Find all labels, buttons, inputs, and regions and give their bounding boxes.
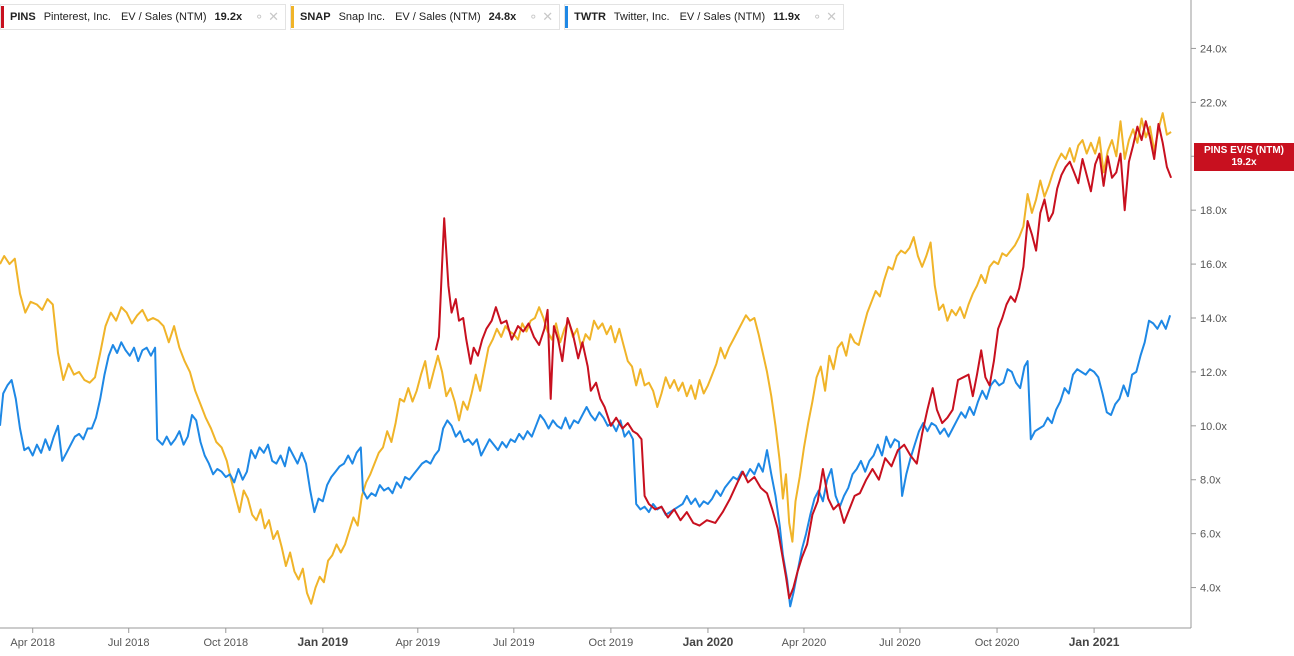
x-tick-label: Jan 2020 [683, 635, 734, 649]
close-icon[interactable]: ✕ [268, 9, 280, 24]
legend-item-snap[interactable]: SNAP Snap Inc. EV / Sales (NTM) 24.8x ⚬ … [290, 4, 561, 30]
legend-bar: PINS Pinterest, Inc. EV / Sales (NTM) 19… [0, 4, 845, 30]
y-tick-label: 24.0x [1200, 43, 1227, 55]
x-tick-label: Oct 2020 [975, 637, 1020, 649]
legend-item-twtr[interactable]: TWTR Twitter, Inc. EV / Sales (NTM) 11.9… [564, 4, 845, 30]
legend-value: 11.9x [773, 11, 801, 23]
badge-label: PINS EV/S (NTM) [1203, 145, 1284, 156]
y-axis: 4.0x6.0x8.0x10.0x12.0x14.0x16.0x18.0x20.… [1190, 0, 1227, 628]
legend-ticker: TWTR [574, 11, 606, 23]
legend-metric: EV / Sales (NTM) [120, 11, 207, 23]
y-tick-label: 10.0x [1200, 421, 1227, 433]
badge-value: 19.2x [1231, 157, 1257, 168]
legend-company-name: Twitter, Inc. [613, 11, 670, 23]
series-line-twtr[interactable] [0, 314, 1172, 608]
y-tick-label: 16.0x [1200, 259, 1227, 271]
series-line-snap[interactable] [0, 112, 1172, 605]
legend-value: 24.8x [488, 11, 517, 23]
x-tick-label: Apr 2018 [10, 637, 55, 649]
legend-company-name: Pinterest, Inc. [43, 11, 111, 23]
legend-metric: EV / Sales (NTM) [395, 11, 481, 23]
x-tick-label: Jan 2019 [297, 635, 348, 649]
x-axis: Apr 2018 Jul 2018 Oct 2018 Jan 2019 Apr 2019… [0, 627, 1191, 649]
y-tick-label: 6.0x [1200, 529, 1221, 541]
legend-item-pins[interactable]: PINS Pinterest, Inc. EV / Sales (NTM) 19… [0, 4, 287, 30]
y-tick-label: 4.0x [1200, 583, 1221, 595]
series-line-pins[interactable] [434, 120, 1173, 600]
hide-series-icon[interactable]: ⚬ [812, 10, 823, 24]
x-tick-label: Oct 2018 [203, 637, 248, 649]
legend-swatch-twtr [565, 6, 569, 28]
x-tick-label: Oct 2019 [589, 637, 634, 649]
hide-series-icon[interactable]: ⚬ [254, 10, 265, 24]
y-tick-label: 8.0x [1200, 475, 1221, 487]
close-icon[interactable]: ✕ [542, 9, 554, 24]
close-icon[interactable]: ✕ [826, 9, 838, 24]
y-tick-label: 18.0x [1200, 205, 1227, 217]
y-tick-label: 22.0x [1200, 97, 1227, 109]
x-tick-label: Jan 2021 [1069, 635, 1120, 649]
legend-swatch-snap [291, 6, 295, 28]
legend-ticker: PINS [10, 11, 36, 23]
x-tick-label: Jul 2020 [879, 637, 921, 649]
x-tick-label: Jul 2018 [108, 637, 150, 649]
legend-swatch-pins [1, 6, 4, 28]
y-tick-label: 14.0x [1200, 313, 1227, 325]
hide-series-icon[interactable]: ⚬ [528, 10, 539, 24]
legend-ticker: SNAP [300, 11, 331, 23]
x-tick-label: Jul 2019 [493, 637, 535, 649]
series-lines [0, 112, 1173, 608]
y-tick-label: 12.0x [1200, 367, 1227, 379]
legend-value: 19.2x [214, 11, 243, 23]
legend-company-name: Snap Inc. [338, 11, 386, 23]
x-tick-label: Apr 2019 [395, 637, 440, 649]
current-value-badge: PINS EV/S (NTM) 19.2x [1194, 143, 1294, 171]
x-tick-label: Apr 2020 [782, 637, 827, 649]
legend-metric: EV / Sales (NTM) [679, 11, 766, 23]
